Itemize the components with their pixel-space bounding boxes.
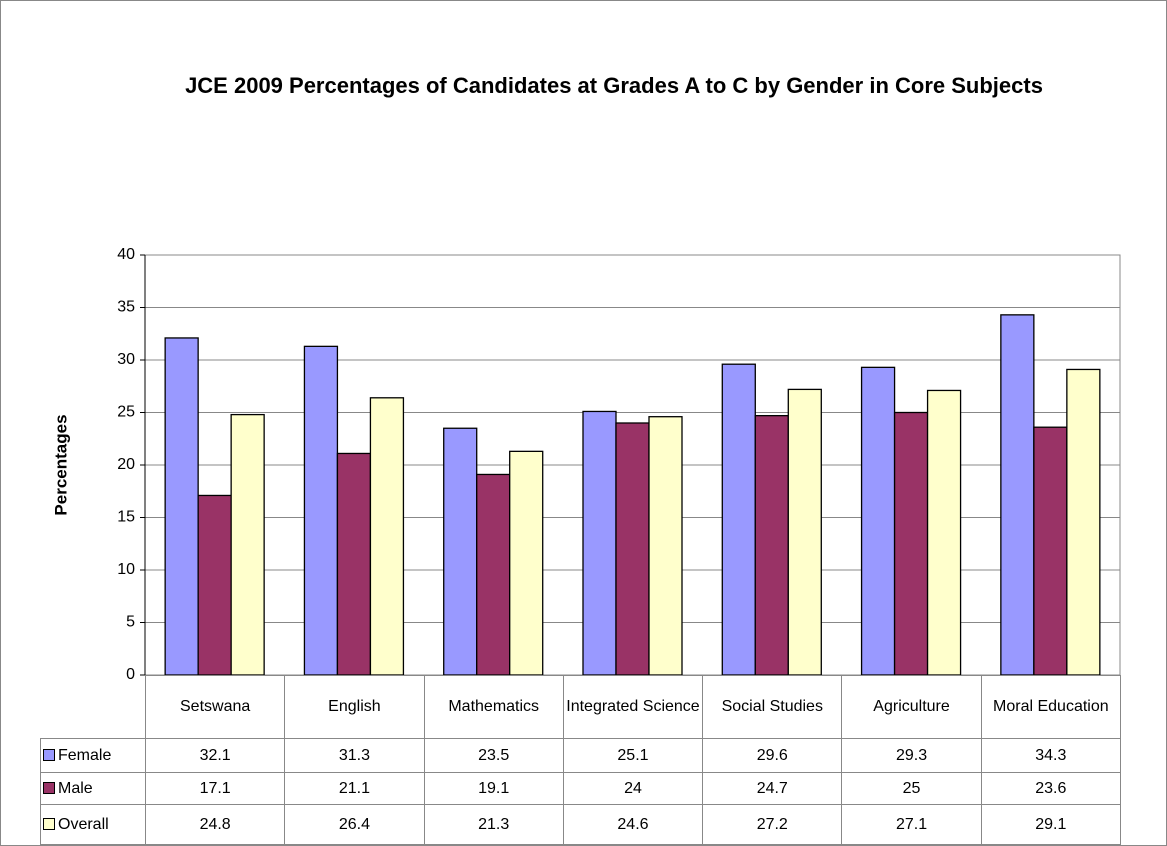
bar bbox=[615, 422, 650, 676]
legend-cell: Male bbox=[40, 772, 146, 805]
series-row: Female 32.1 31.3 23.5 25.1 29.6 29.3 34.3 bbox=[40, 738, 1121, 773]
bar bbox=[197, 494, 232, 676]
bar bbox=[369, 397, 405, 676]
value-cell: 29.6 bbox=[702, 738, 843, 773]
y-tick-label: 35 bbox=[117, 299, 135, 316]
value-cell: 21.3 bbox=[423, 804, 564, 845]
legend-key bbox=[43, 748, 55, 761]
category-label: Mathematics bbox=[423, 675, 564, 739]
legend-key bbox=[43, 817, 55, 830]
bar bbox=[582, 410, 617, 676]
value-cell: 21.1 bbox=[284, 772, 425, 805]
y-tick-label: 25 bbox=[117, 404, 135, 421]
value-cell: 19.1 bbox=[423, 772, 564, 805]
legend-label: Male bbox=[58, 779, 93, 797]
bar bbox=[1000, 314, 1035, 676]
series-row: Male 17.1 21.1 19.1 24 24.7 25 23.6 bbox=[40, 772, 1121, 805]
y-tick-label: 20 bbox=[117, 456, 135, 473]
value-cell: 25.1 bbox=[562, 738, 704, 773]
value-cell: 17.1 bbox=[144, 772, 286, 805]
y-tick-label: 0 bbox=[126, 666, 135, 683]
y-tick-label: 10 bbox=[117, 561, 135, 578]
value-cell: 24.8 bbox=[144, 804, 286, 845]
y-axis-label: Percentages bbox=[51, 414, 70, 515]
category-label: Agriculture bbox=[841, 675, 982, 739]
value-cell: 24.6 bbox=[562, 804, 704, 845]
series-row: Overall 24.8 26.4 21.3 24.6 27.2 27.1 29.1 bbox=[40, 804, 1121, 845]
bar bbox=[926, 389, 962, 676]
value-cell: 32.1 bbox=[144, 738, 286, 773]
bar bbox=[721, 363, 756, 676]
y-tick-label: 15 bbox=[117, 509, 135, 526]
bar bbox=[509, 450, 544, 676]
bar bbox=[164, 337, 199, 676]
value-cell: 24.7 bbox=[702, 772, 843, 805]
bar bbox=[860, 366, 896, 676]
bar bbox=[476, 473, 511, 676]
y-tick-label: 40 bbox=[117, 246, 135, 263]
bar bbox=[1066, 368, 1101, 676]
bar bbox=[303, 345, 339, 676]
legend-label: Overall bbox=[58, 815, 109, 833]
value-cell: 29.3 bbox=[841, 738, 982, 773]
y-tick-label: 30 bbox=[117, 351, 135, 368]
legend-label: Female bbox=[58, 746, 112, 764]
value-cell: 27.2 bbox=[702, 804, 843, 845]
value-cell: 23.5 bbox=[423, 738, 564, 773]
bar bbox=[336, 452, 372, 676]
category-label: Social Studies bbox=[702, 675, 843, 739]
value-cell: 27.1 bbox=[841, 804, 982, 845]
bar bbox=[648, 416, 683, 676]
value-cell: 25 bbox=[841, 772, 982, 805]
value-cell: 34.3 bbox=[980, 738, 1121, 773]
corner-cell bbox=[40, 675, 146, 739]
bar bbox=[1033, 426, 1068, 676]
legend-cell: Female bbox=[40, 738, 146, 773]
legend-cell: Overall bbox=[40, 804, 146, 845]
value-cell: 26.4 bbox=[284, 804, 425, 845]
bar bbox=[893, 411, 929, 676]
category-label: Integrated Science bbox=[562, 675, 704, 739]
category-label: English bbox=[284, 675, 425, 739]
bar bbox=[443, 427, 478, 676]
bar bbox=[754, 414, 789, 676]
bar bbox=[787, 388, 822, 676]
y-tick-label: 5 bbox=[126, 614, 135, 631]
value-cell: 23.6 bbox=[980, 772, 1121, 805]
value-cell: 31.3 bbox=[284, 738, 425, 773]
value-cell: 29.1 bbox=[980, 804, 1121, 845]
header-row: Setswana English Mathematics Integrated Sci… bbox=[40, 675, 1121, 739]
chart-title: JCE 2009 Percentages of Candidates at Gr… bbox=[185, 73, 1043, 98]
legend-key bbox=[43, 781, 55, 794]
category-label: Moral Education bbox=[980, 675, 1121, 739]
category-label: Setswana bbox=[144, 675, 286, 739]
data-table: Setswana English Mathematics Integrated Sci… bbox=[40, 675, 1121, 845]
value-cell: 24 bbox=[562, 772, 704, 805]
bar bbox=[230, 413, 265, 676]
